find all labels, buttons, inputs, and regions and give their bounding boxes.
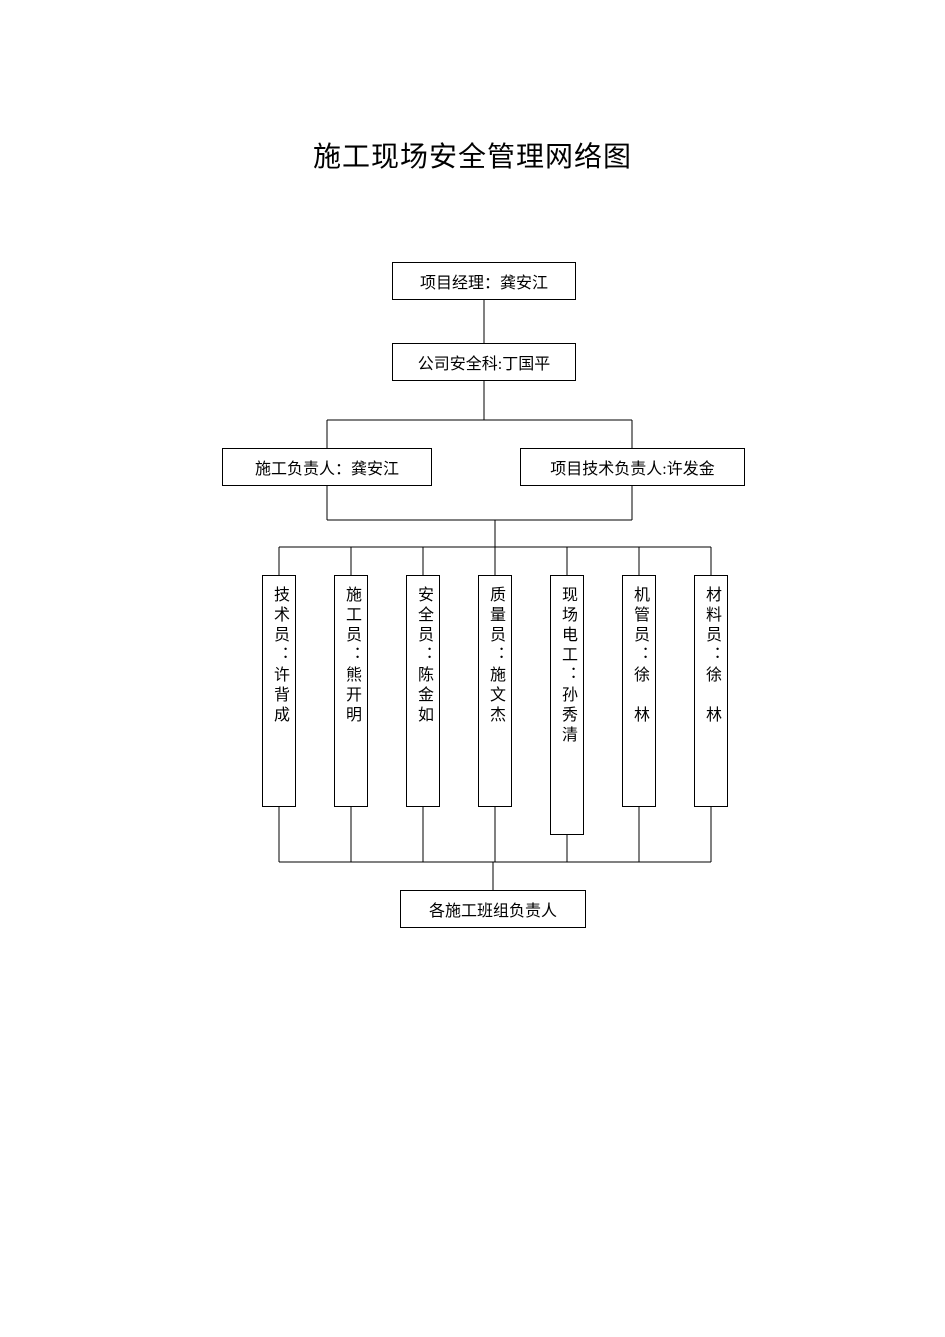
node-team-leads: 各施工班组负责人 — [400, 890, 586, 928]
node-constructor: 施工员：熊开明 — [334, 575, 368, 807]
node-safety-dept: 公司安全科:丁国平 — [392, 343, 576, 381]
node-label: 公司安全科:丁国平 — [418, 350, 550, 374]
node-safety-officer: 安全员：陈金如 — [406, 575, 440, 807]
connector-lines — [0, 0, 945, 1337]
node-label: 现场电工：孙秀清 — [555, 586, 579, 746]
node-technician: 技术员：许背成 — [262, 575, 296, 807]
node-tech-lead: 项目技术负责人:许发金 — [520, 448, 745, 486]
node-label: 安全员：陈金如 — [411, 586, 435, 726]
org-chart-page: 施工现场安全管理网络图 项目经理：龚安江 公司安全科:丁国平 施工负责人：龚安江… — [0, 0, 945, 1337]
node-construction-lead: 施工负责人：龚安江 — [222, 448, 432, 486]
node-machine-mgr: 机管员：徐 林 — [622, 575, 656, 807]
node-label: 施工员：熊开明 — [339, 586, 363, 726]
node-electrician: 现场电工：孙秀清 — [550, 575, 584, 835]
node-label: 项目技术负责人:许发金 — [550, 455, 714, 479]
node-label: 机管员：徐 林 — [627, 586, 651, 726]
node-label: 各施工班组负责人 — [429, 897, 557, 921]
node-label: 质量员：施文杰 — [483, 586, 507, 726]
node-project-manager: 项目经理：龚安江 — [392, 262, 576, 300]
node-material-mgr: 材料员：徐 林 — [694, 575, 728, 807]
node-label: 材料员：徐 林 — [699, 586, 723, 726]
node-label: 技术员：许背成 — [267, 586, 291, 726]
page-title: 施工现场安全管理网络图 — [0, 135, 945, 175]
node-quality-officer: 质量员：施文杰 — [478, 575, 512, 807]
node-label: 施工负责人：龚安江 — [255, 455, 399, 479]
node-label: 项目经理：龚安江 — [420, 269, 548, 293]
